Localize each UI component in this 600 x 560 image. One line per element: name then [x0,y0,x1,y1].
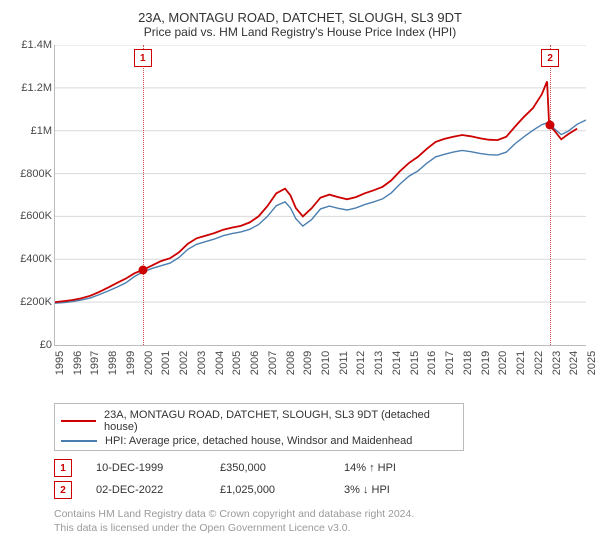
series-hpi [55,120,586,303]
chart-area: £0£200K£400K£600K£800K£1M£1.2M£1.4M 12 1… [10,45,590,375]
marker-price: £350,000 [220,462,320,474]
x-tick-label: 2024 [568,351,580,375]
y-tick-label: £1.2M [21,82,52,94]
x-tick-label: 2020 [497,351,509,375]
x-tick-label: 2001 [160,351,172,375]
legend: 23A, MONTAGU ROAD, DATCHET, SLOUGH, SL3 … [54,403,464,451]
marker-diff: 14% ↑ HPI [344,462,444,474]
sale-label: 1 [134,49,152,67]
marker-date: 02-DEC-2022 [96,484,196,496]
y-tick-label: £400K [20,253,52,265]
sale-label: 2 [541,49,559,67]
x-tick-label: 2022 [533,351,545,375]
marker-date: 10-DEC-1999 [96,462,196,474]
plot-region: 12 [54,45,586,346]
x-tick-label: 2007 [267,351,279,375]
legend-row: HPI: Average price, detached house, Wind… [61,434,457,448]
x-tick-label: 1996 [72,351,84,375]
sale-vline [550,45,551,345]
x-tick-label: 2010 [320,351,332,375]
x-tick-label: 2013 [373,351,385,375]
sale-dot [546,121,555,130]
copyright-line-1: Contains HM Land Registry data © Crown c… [54,507,590,521]
x-tick-label: 2004 [214,351,226,375]
x-tick-label: 2006 [249,351,261,375]
marker-price: £1,025,000 [220,484,320,496]
x-tick-label: 2008 [285,351,297,375]
x-tick-label: 2000 [143,351,155,375]
series-property [55,81,577,302]
y-axis: £0£200K£400K£600K£800K£1M£1.2M£1.4M [10,45,54,345]
x-tick-label: 2015 [409,351,421,375]
marker-number: 2 [54,481,72,499]
plot-svg [55,45,586,345]
x-tick-label: 2011 [338,351,350,375]
y-tick-label: £600K [20,210,52,222]
marker-row: 1 10-DEC-1999 £350,000 14% ↑ HPI [54,457,590,479]
x-tick-label: 2025 [586,351,598,375]
y-tick-label: £0 [40,339,52,351]
marker-number: 1 [54,459,72,477]
x-tick-label: 2021 [515,351,527,375]
x-tick-label: 2002 [178,351,190,375]
x-tick-label: 2023 [551,351,563,375]
y-tick-label: £1M [31,125,52,137]
sale-markers-table: 1 10-DEC-1999 £350,000 14% ↑ HPI 2 02-DEC-202… [54,457,590,501]
sale-dot [138,266,147,275]
chart-subtitle: Price paid vs. HM Land Registry's House … [10,25,590,39]
x-tick-label: 1997 [89,351,101,375]
chart-title: 23A, MONTAGU ROAD, DATCHET, SLOUGH, SL3 … [10,10,590,25]
x-tick-label: 1995 [54,351,66,375]
x-tick-label: 2009 [302,351,314,375]
x-tick-label: 2018 [462,351,474,375]
y-tick-label: £800K [20,168,52,180]
marker-row: 2 02-DEC-2022 £1,025,000 3% ↓ HPI [54,479,590,501]
x-tick-label: 2014 [391,351,403,375]
x-tick-label: 1998 [107,351,119,375]
y-tick-label: £1.4M [21,39,52,51]
marker-diff: 3% ↓ HPI [344,484,444,496]
x-tick-label: 2003 [196,351,208,375]
legend-label: 23A, MONTAGU ROAD, DATCHET, SLOUGH, SL3 … [104,409,457,433]
legend-row: 23A, MONTAGU ROAD, DATCHET, SLOUGH, SL3 … [61,408,457,434]
y-tick-label: £200K [20,296,52,308]
legend-swatch [61,420,96,422]
x-tick-label: 2016 [426,351,438,375]
copyright-text: Contains HM Land Registry data © Crown c… [54,507,590,535]
copyright-line-2: This data is licensed under the Open Gov… [54,521,590,535]
x-tick-label: 2005 [231,351,243,375]
sale-vline [143,45,144,345]
x-tick-label: 2012 [355,351,367,375]
x-tick-label: 1999 [125,351,137,375]
x-axis: 1995 1996 1997 1998 1999 2000 2001 2002 2003 2004… [54,345,586,375]
x-tick-label: 2019 [480,351,492,375]
x-tick-label: 2017 [444,351,456,375]
legend-swatch [61,440,97,442]
legend-label: HPI: Average price, detached house, Wind… [105,435,412,447]
chart-container: { "title1": "23A, MONTAGU ROAD, DATCHET,… [0,0,600,541]
